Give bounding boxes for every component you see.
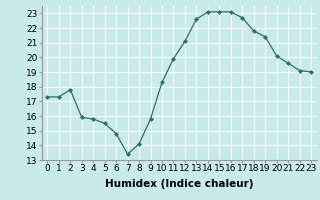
X-axis label: Humidex (Indice chaleur): Humidex (Indice chaleur): [105, 179, 253, 189]
